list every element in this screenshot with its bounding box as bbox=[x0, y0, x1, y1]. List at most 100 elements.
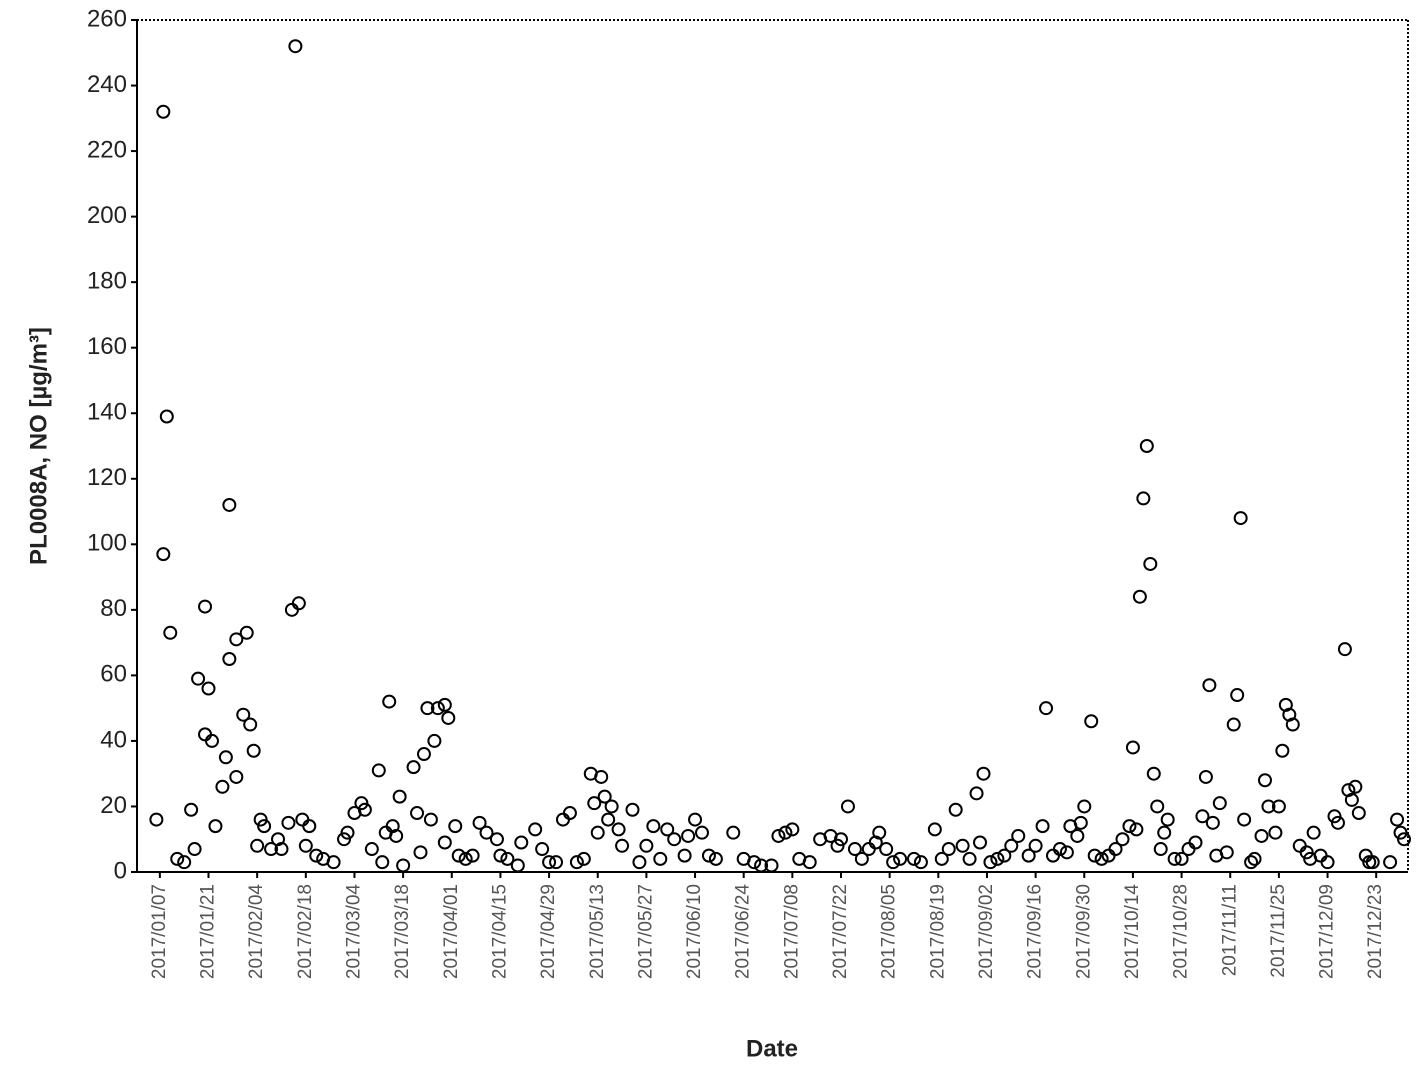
point bbox=[156, 547, 171, 562]
point bbox=[1122, 819, 1137, 834]
point bbox=[535, 842, 550, 857]
point bbox=[660, 822, 675, 837]
point bbox=[962, 851, 977, 866]
point bbox=[847, 842, 862, 857]
x-tick-label: 2017/01/07 bbox=[149, 884, 170, 979]
point bbox=[771, 828, 786, 843]
point bbox=[1397, 832, 1411, 847]
point bbox=[576, 851, 591, 866]
point bbox=[861, 842, 876, 857]
point bbox=[1035, 819, 1050, 834]
point bbox=[1285, 717, 1300, 732]
point bbox=[510, 858, 525, 873]
point bbox=[1233, 511, 1248, 526]
point bbox=[1330, 815, 1345, 830]
point bbox=[1365, 855, 1380, 870]
x-tick-label: 2017/04/15 bbox=[489, 884, 510, 979]
point bbox=[1087, 848, 1102, 863]
point bbox=[156, 104, 171, 119]
point bbox=[465, 848, 480, 863]
x-tick-label: 2017/08/05 bbox=[879, 884, 900, 979]
x-tick-label: 2017/02/04 bbox=[246, 884, 267, 980]
point bbox=[1313, 848, 1328, 863]
point bbox=[1198, 769, 1213, 784]
point bbox=[1292, 838, 1307, 853]
point bbox=[236, 707, 251, 722]
point bbox=[569, 855, 584, 870]
point bbox=[1268, 825, 1283, 840]
point bbox=[677, 848, 692, 863]
point bbox=[1150, 799, 1165, 814]
point bbox=[906, 851, 921, 866]
point bbox=[1004, 838, 1019, 853]
point bbox=[1230, 688, 1245, 703]
x-tick-label: 2017/03/04 bbox=[343, 884, 364, 980]
point bbox=[204, 733, 219, 748]
point bbox=[1299, 845, 1314, 860]
point bbox=[625, 802, 640, 817]
point bbox=[284, 602, 299, 617]
point bbox=[747, 855, 762, 870]
point bbox=[458, 851, 473, 866]
point bbox=[288, 39, 303, 54]
point bbox=[163, 625, 178, 640]
point bbox=[1157, 825, 1172, 840]
point bbox=[893, 851, 908, 866]
point bbox=[281, 815, 296, 830]
point bbox=[1132, 589, 1147, 604]
point bbox=[229, 632, 244, 647]
point bbox=[604, 799, 619, 814]
point bbox=[191, 671, 206, 686]
point bbox=[1261, 799, 1276, 814]
point bbox=[997, 848, 1012, 863]
point bbox=[493, 848, 508, 863]
point bbox=[1101, 848, 1116, 863]
point bbox=[222, 652, 237, 666]
point bbox=[694, 825, 709, 840]
point bbox=[955, 838, 970, 853]
point bbox=[913, 855, 928, 870]
y-tick-label: 260 bbox=[87, 5, 127, 32]
point bbox=[1139, 439, 1154, 453]
x-tick-label: 2017/06/10 bbox=[684, 884, 705, 979]
point bbox=[681, 828, 696, 843]
x-tick-label: 2017/11/11 bbox=[1219, 884, 1240, 976]
point bbox=[1153, 842, 1168, 857]
point bbox=[562, 806, 577, 821]
point bbox=[1188, 835, 1203, 850]
point bbox=[1094, 851, 1109, 866]
y-tick-label: 40 bbox=[100, 726, 127, 753]
x-tick-label: 2017/04/29 bbox=[538, 884, 559, 979]
point bbox=[1275, 743, 1290, 758]
point bbox=[222, 497, 237, 512]
point bbox=[976, 766, 991, 781]
point bbox=[416, 747, 431, 762]
point bbox=[834, 832, 849, 847]
point bbox=[754, 858, 769, 873]
y-tick-label: 80 bbox=[100, 595, 127, 622]
point bbox=[1351, 806, 1366, 821]
y-tick-label: 160 bbox=[87, 333, 127, 360]
point bbox=[500, 851, 515, 866]
point bbox=[1348, 779, 1363, 794]
point bbox=[479, 825, 494, 840]
point bbox=[187, 842, 202, 857]
point bbox=[291, 596, 306, 611]
point bbox=[764, 858, 779, 873]
y-axis-title: PL0008A, NO [µg/m³] bbox=[25, 327, 52, 565]
point bbox=[1271, 799, 1286, 814]
point bbox=[611, 822, 626, 837]
y-tick-label: 200 bbox=[87, 202, 127, 229]
point bbox=[601, 812, 616, 827]
point bbox=[1174, 851, 1189, 866]
point bbox=[326, 855, 341, 870]
point bbox=[1237, 812, 1252, 827]
y-tick-label: 240 bbox=[87, 71, 127, 98]
point bbox=[309, 848, 324, 863]
point bbox=[594, 769, 609, 784]
point bbox=[357, 802, 372, 817]
point bbox=[298, 838, 313, 853]
point bbox=[410, 806, 425, 821]
point bbox=[701, 848, 716, 863]
